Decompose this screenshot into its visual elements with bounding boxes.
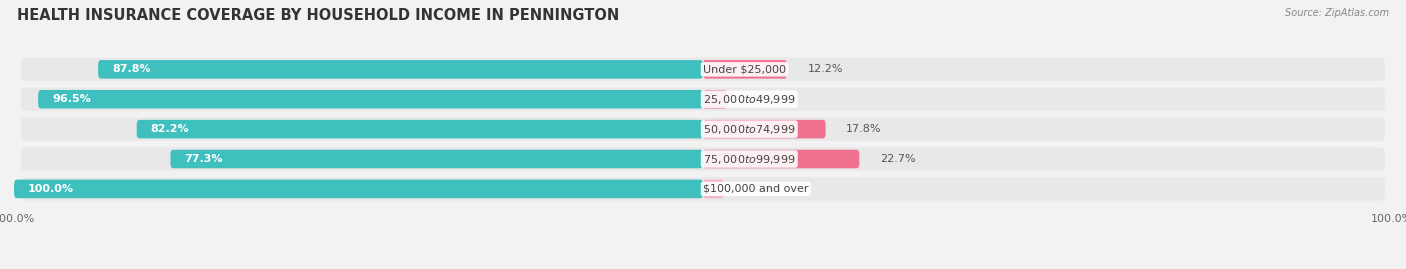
Text: 100.0%: 100.0% bbox=[28, 184, 75, 194]
FancyBboxPatch shape bbox=[38, 90, 703, 108]
Text: $25,000 to $49,999: $25,000 to $49,999 bbox=[703, 93, 796, 106]
FancyBboxPatch shape bbox=[21, 118, 1385, 141]
Text: 87.8%: 87.8% bbox=[112, 64, 150, 74]
FancyBboxPatch shape bbox=[21, 177, 1385, 201]
FancyBboxPatch shape bbox=[703, 120, 825, 138]
FancyBboxPatch shape bbox=[98, 60, 703, 79]
Text: 77.3%: 77.3% bbox=[184, 154, 222, 164]
FancyBboxPatch shape bbox=[21, 147, 1385, 171]
Text: 12.2%: 12.2% bbox=[807, 64, 844, 74]
FancyBboxPatch shape bbox=[21, 88, 1385, 111]
FancyBboxPatch shape bbox=[170, 150, 703, 168]
Text: HEALTH INSURANCE COVERAGE BY HOUSEHOLD INCOME IN PENNINGTON: HEALTH INSURANCE COVERAGE BY HOUSEHOLD I… bbox=[17, 8, 619, 23]
FancyBboxPatch shape bbox=[703, 90, 727, 108]
Text: Source: ZipAtlas.com: Source: ZipAtlas.com bbox=[1285, 8, 1389, 18]
Text: 22.7%: 22.7% bbox=[880, 154, 915, 164]
FancyBboxPatch shape bbox=[14, 180, 703, 198]
Text: 82.2%: 82.2% bbox=[150, 124, 188, 134]
FancyBboxPatch shape bbox=[21, 58, 1385, 81]
Text: 3.5%: 3.5% bbox=[748, 94, 776, 104]
FancyBboxPatch shape bbox=[703, 60, 787, 79]
Text: 17.8%: 17.8% bbox=[846, 124, 882, 134]
Text: $75,000 to $99,999: $75,000 to $99,999 bbox=[703, 153, 796, 165]
FancyBboxPatch shape bbox=[136, 120, 703, 138]
Text: $100,000 and over: $100,000 and over bbox=[703, 184, 808, 194]
Legend: With Coverage, Without Coverage: With Coverage, Without Coverage bbox=[579, 266, 827, 269]
Text: $50,000 to $74,999: $50,000 to $74,999 bbox=[703, 123, 796, 136]
Text: 0.0%: 0.0% bbox=[744, 184, 772, 194]
FancyBboxPatch shape bbox=[703, 180, 724, 198]
FancyBboxPatch shape bbox=[703, 150, 859, 168]
Text: Under $25,000: Under $25,000 bbox=[703, 64, 786, 74]
Text: 96.5%: 96.5% bbox=[52, 94, 91, 104]
